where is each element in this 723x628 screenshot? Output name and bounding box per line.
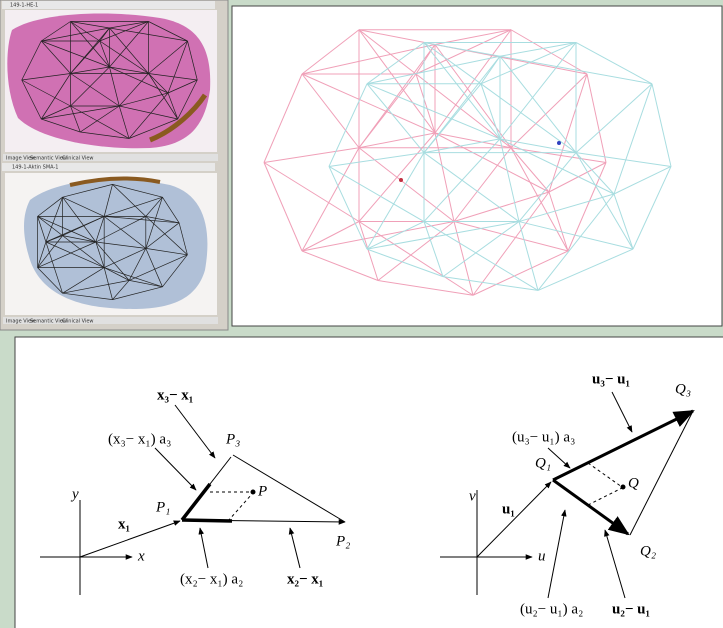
label: u [538,548,546,564]
label: x [137,548,145,564]
bold-vector [182,520,232,521]
window-title: 149-1-HE-1 [10,3,38,9]
tab[interactable]: Clinical View [62,319,93,325]
label: P [257,483,267,499]
panel-frame [232,6,722,326]
label: x₁ [118,516,130,532]
label: Q [628,475,639,491]
point [399,178,403,182]
label: P₃ [225,431,240,447]
tissue [7,14,210,149]
point [621,485,625,489]
point [557,141,561,145]
label: (x₃− x₁) a₃ [108,431,171,447]
label: Q₂ [640,543,656,559]
label: u₂− u₁ [612,601,650,617]
figure: 149-1-HE-1 Image View Semantic View Clin… [0,0,723,628]
point [251,490,255,494]
label: Q₃ [675,381,691,397]
window-title: 149-1-Aktin SMA-1 [12,165,58,171]
overlay-panel [232,6,722,326]
tab[interactable]: Clinical View [62,156,93,162]
screenshot-panel: 149-1-HE-1 Image View Semantic View Clin… [0,0,228,330]
label: P₁ [155,499,170,515]
label: v [469,488,476,504]
label: x₃− x₁ [157,387,193,403]
label: Q₁ [535,455,551,471]
label: u₃− u₁ [592,371,630,387]
label: y [70,486,79,502]
label: x₂− x₁ [287,571,323,587]
label: (u₂− u₁) a₂ [520,601,583,617]
label: u₁ [502,501,515,517]
page: 149-1-HE-1 Image View Semantic View Clin… [0,0,723,628]
label: (x₂− x₁) a₂ [180,571,243,587]
label: (u₃− u₁) a₃ [512,429,575,445]
label: P₂ [335,533,350,549]
